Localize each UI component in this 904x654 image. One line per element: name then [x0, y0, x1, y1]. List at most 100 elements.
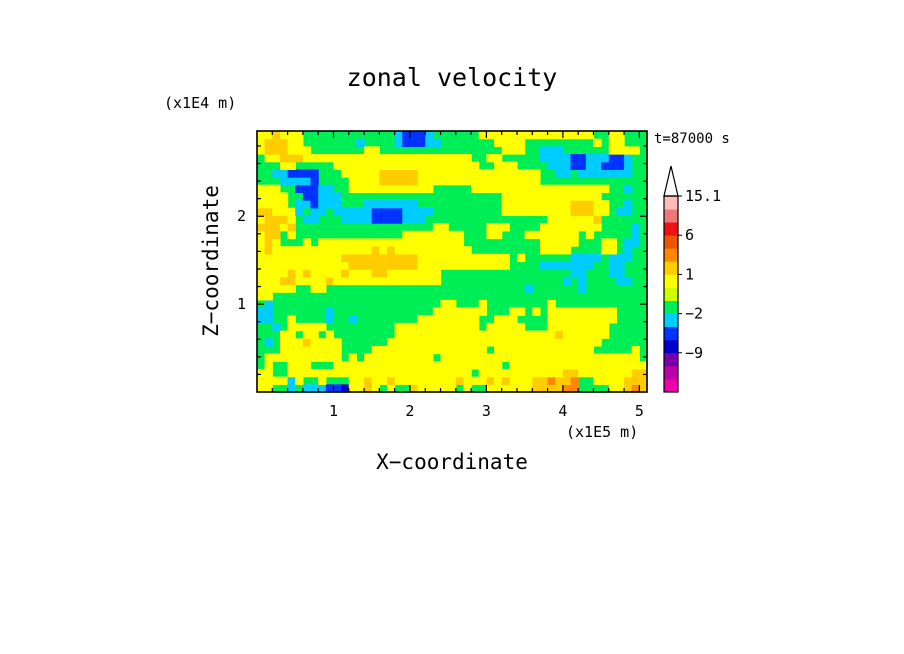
contour-cell [257, 269, 266, 278]
contour-cell [341, 361, 350, 370]
contour-cell [440, 238, 449, 247]
contour-cell [440, 338, 449, 347]
contour-cell [387, 261, 396, 270]
contour-cell [555, 207, 564, 217]
contour-cell [371, 207, 380, 217]
contour-cell [279, 215, 289, 224]
colorbar-segment [664, 313, 678, 328]
contour-cell [417, 276, 426, 286]
contour-cell [409, 345, 419, 355]
contour-cell [448, 253, 457, 263]
contour-cell [601, 307, 610, 316]
plot-frame [256, 130, 648, 393]
contour-cell [394, 207, 403, 217]
contour-cell [264, 146, 273, 155]
contour-cell [287, 361, 296, 370]
contour-cell [616, 207, 625, 217]
contour-cell [471, 353, 480, 362]
contour-cell [402, 161, 411, 170]
y-axis-label: Z−coordinate [199, 185, 223, 337]
contour-cell [616, 361, 625, 370]
contour-cell [478, 353, 488, 362]
colorbar-segment [664, 300, 678, 314]
contour-cell [562, 338, 572, 347]
contour-cell [310, 345, 319, 355]
contour-cell [341, 238, 350, 247]
contour-cell [593, 253, 602, 263]
contour-cell [616, 384, 625, 393]
contour-cell [302, 276, 312, 286]
contour-cell [348, 169, 358, 178]
contour-cell [371, 246, 380, 255]
contour-cell [463, 322, 472, 332]
contour-cell [279, 161, 289, 170]
contour-cell [524, 230, 533, 240]
contour-cell [417, 330, 426, 339]
contour-cell [287, 269, 296, 278]
contour-cell [601, 322, 610, 332]
contour-cell [624, 161, 633, 170]
contour-cell [463, 338, 472, 347]
contour-cell [394, 276, 403, 286]
contour-cell [318, 322, 327, 332]
contour-cell [448, 330, 457, 339]
contour-cell [524, 338, 533, 347]
contour-cell [272, 223, 281, 232]
contour-cell [448, 353, 457, 362]
contour-cell [409, 131, 419, 140]
contour-cell [379, 253, 388, 263]
contour-cell [448, 368, 457, 378]
contour-cell [471, 184, 480, 194]
contour-cell [593, 315, 602, 324]
contour-cell [257, 146, 266, 155]
contour-cell [555, 230, 564, 240]
contour-cell [562, 200, 572, 209]
contour-cell [608, 269, 618, 278]
contour-cell [478, 345, 488, 355]
contour-cell [325, 253, 335, 263]
contour-cell [578, 192, 587, 201]
contour-cell [341, 161, 350, 170]
contour-cell [295, 338, 304, 347]
contour-cell [555, 154, 564, 163]
contour-cell [394, 246, 403, 255]
contour-cell [371, 269, 380, 278]
contour-cell [409, 215, 419, 224]
contour-cell [341, 207, 350, 217]
contour-cell [257, 284, 266, 293]
contour-cell [448, 361, 457, 370]
contour-cell [547, 207, 556, 217]
contour-cell [409, 238, 419, 247]
contour-cell [547, 215, 556, 224]
contour-cell [517, 177, 526, 186]
contour-cell [509, 184, 518, 194]
contour-cell [448, 230, 457, 240]
contour-cell [417, 177, 426, 186]
contour-cell [302, 384, 312, 393]
contour-cell [562, 376, 572, 385]
contour-cell [287, 131, 296, 140]
contour-cell [455, 230, 465, 240]
contour-cell [601, 246, 610, 255]
contour-cell [295, 368, 304, 378]
contour-cell [302, 368, 312, 378]
contour-cell [432, 338, 442, 347]
contour-cell [287, 315, 296, 324]
contour-cell [432, 322, 442, 332]
contour-cell [432, 315, 442, 324]
contour-cell [486, 184, 495, 194]
contour-cell [593, 200, 602, 209]
contour-cell [402, 269, 411, 278]
contour-cell [417, 138, 426, 147]
contour-cell [325, 353, 335, 362]
contour-cell [417, 345, 426, 355]
contour-cell [333, 276, 342, 286]
contour-cell [402, 215, 411, 224]
contour-cell [585, 154, 595, 163]
contour-cell [348, 269, 358, 278]
contour-cell [325, 345, 335, 355]
contour-cell [547, 223, 556, 232]
contour-cell [264, 353, 273, 362]
contour-cell [440, 384, 449, 393]
contour-cell [425, 315, 434, 324]
